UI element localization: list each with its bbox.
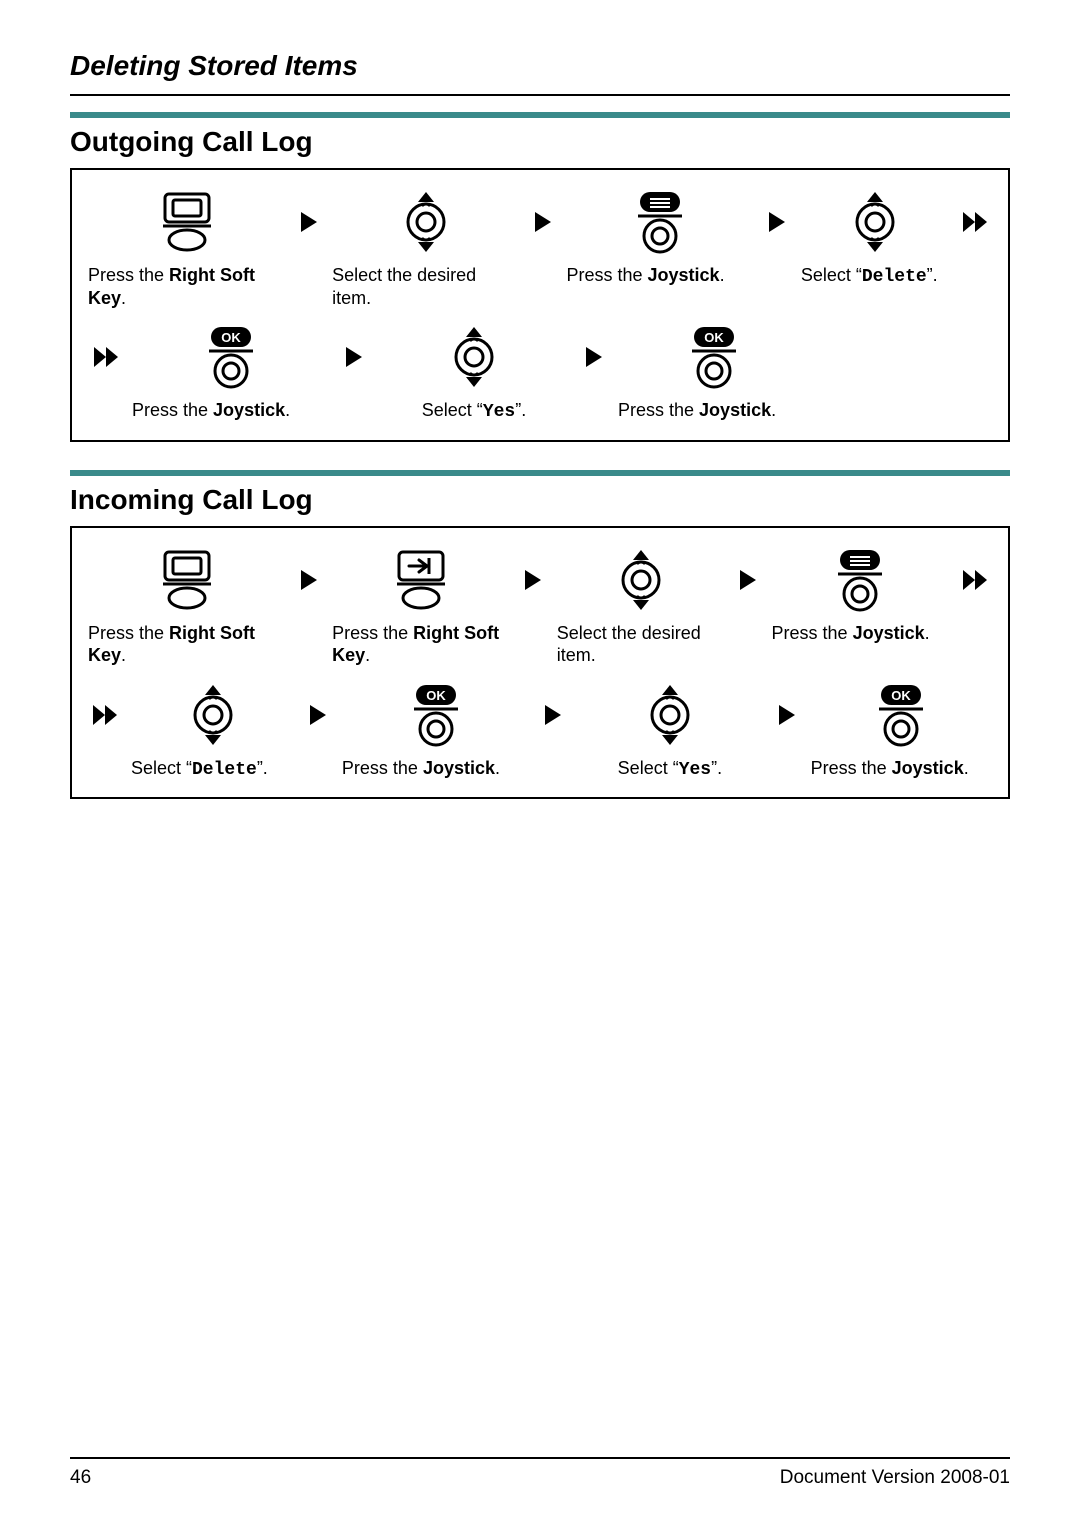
incoming-row-1: Press the Right Soft Key. Press the Righ… [84,544,996,667]
step-caption: Press the Joystick. [768,616,954,645]
step-caption: Press the Right Soft Key. [84,258,289,309]
joystick-menu-icon [828,548,892,612]
section-rule [70,112,1010,118]
step-caption: Select “Delete”. [797,258,953,289]
arrow-icon [768,679,807,751]
step-caption: Select “Yes”. [572,751,767,782]
step-cell: Select “Delete”. [797,186,953,289]
step-cell: Press the Joystick. [768,544,954,645]
step-cell: Select “Delete”. [127,679,299,782]
step-cell: Select the desired item. [553,544,729,667]
doc-version: Document Version 2008-01 [780,1467,1010,1489]
step-caption: Press the Right Soft Key. [84,616,289,667]
joystick-ok-icon [869,683,933,747]
arrow-icon [533,679,572,751]
arrow-icon [728,544,767,616]
continuation-icon [84,679,127,751]
step-cell: Press the Right Soft Key. [84,544,289,667]
arrow-icon [334,321,374,393]
joystick-menu-icon [628,190,692,254]
joystick-updown-icon [442,325,506,389]
step-cell: Press the Joystick. [807,679,996,780]
step-cell: Select “Yes”. [572,679,767,782]
joystick-ok-icon [199,325,263,389]
page-number: 46 [70,1467,91,1489]
step-caption: Press the Right Soft Key. [328,616,514,667]
step-cell: Press the Joystick. [614,321,814,422]
softkey-right-icon [155,190,219,254]
incoming-diagram: Press the Right Soft Key. Press the Righ… [70,526,1010,800]
step-caption: Select “Delete”. [127,751,299,782]
step-cell: Press the Right Soft Key. [328,544,514,667]
step-cell: Press the Joystick. [128,321,334,422]
joystick-updown-icon [181,683,245,747]
outgoing-diagram: Press the Right Soft Key. Select the des… [70,168,1010,442]
joystick-ok-icon [682,325,746,389]
page-title: Deleting Stored Items [70,50,1010,82]
step-cell: Press the Joystick. [562,186,757,287]
step-caption: Select the desired item. [328,258,523,309]
continuation-icon [953,186,996,258]
arrow-icon [299,679,338,751]
arrow-icon [514,544,553,616]
outgoing-heading: Outgoing Call Log [70,126,1010,158]
arrow-icon [523,186,562,258]
incoming-row-2: Select “Delete”. Press the Joystick. Sel… [84,679,996,782]
continuation-icon [84,321,128,393]
step-cell: Press the Joystick. [338,679,533,780]
title-rule [70,94,1010,96]
step-cell: Press the Right Soft Key. [84,186,289,309]
arrow-icon [289,544,328,616]
step-cell: Select “Yes”. [374,321,574,424]
outgoing-row-2: Press the Joystick. Select “Yes”. Press … [84,321,996,424]
step-caption: Select the desired item. [553,616,729,667]
step-caption: Press the Joystick. [614,393,814,422]
footer: 46 Document Version 2008-01 [70,1457,1010,1489]
softkey-right-icon [155,548,219,612]
incoming-heading: Incoming Call Log [70,484,1010,516]
continuation-icon [953,544,996,616]
arrow-icon [289,186,328,258]
footer-rule [70,1457,1010,1459]
step-caption: Press the Joystick. [807,751,996,780]
section-rule [70,470,1010,476]
step-caption: Press the Joystick. [128,393,334,422]
page: Deleting Stored Items Outgoing Call Log … [0,0,1080,1529]
outgoing-row-1: Press the Right Soft Key. Select the des… [84,186,996,309]
step-cell: Select the desired item. [328,186,523,309]
step-caption: Select “Yes”. [374,393,574,424]
joystick-updown-icon [609,548,673,612]
joystick-ok-icon [404,683,468,747]
softkey-arrow-icon [389,548,453,612]
joystick-updown-icon [843,190,907,254]
arrow-icon [574,321,614,393]
arrow-icon [758,186,797,258]
joystick-updown-icon [638,683,702,747]
joystick-updown-icon [394,190,458,254]
step-caption: Press the Joystick. [562,258,757,287]
step-caption: Press the Joystick. [338,751,533,780]
